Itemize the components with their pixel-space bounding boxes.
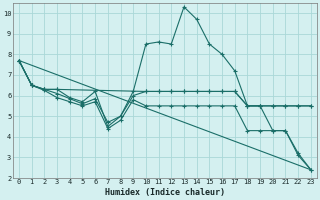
X-axis label: Humidex (Indice chaleur): Humidex (Indice chaleur): [105, 188, 225, 197]
